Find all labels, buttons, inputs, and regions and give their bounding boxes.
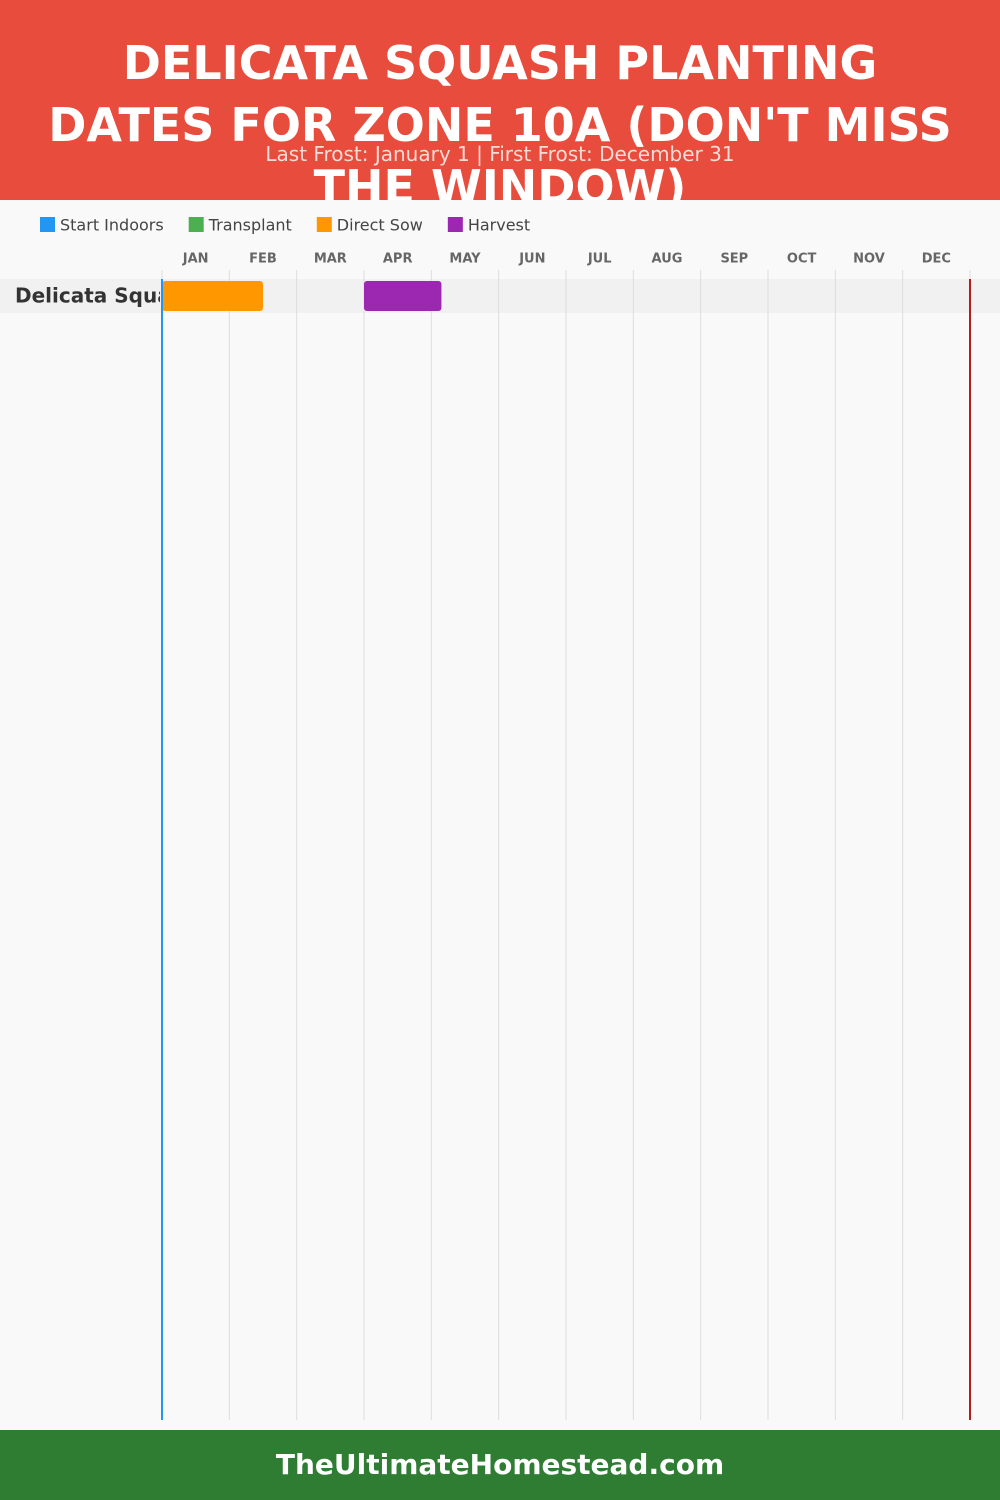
- legend-label: Direct Sow: [337, 216, 423, 235]
- x-tick-label: DEC: [922, 252, 951, 267]
- chart: Start Indoors Transplant Direct Sow Harvest…: [0, 216, 1000, 1420]
- task-bar: [364, 281, 442, 311]
- x-tick-label: NOV: [853, 252, 885, 267]
- x-tick-label: JAN: [182, 252, 209, 267]
- legend-label: Transplant: [208, 216, 292, 235]
- legend-label: Harvest: [468, 216, 530, 235]
- legend-swatch: [188, 217, 204, 232]
- x-tick-label: JUN: [518, 252, 545, 267]
- chart-subtitle: Last Frost: January 1 | First Frost: Dec…: [265, 142, 735, 166]
- footer: TheUltimateHomestead.com: [0, 1430, 1000, 1500]
- x-tick-label: AUG: [652, 252, 683, 267]
- x-tick-label: MAY: [449, 252, 481, 267]
- x-tick-label: JUL: [587, 252, 612, 267]
- x-tick-label: SEP: [720, 252, 748, 267]
- header: DELICATA SQUASH PLANTING DATES FOR ZONE …: [0, 0, 1000, 200]
- legend-label: Start Indoors: [60, 216, 164, 235]
- row-label: Delicata Squash: [15, 284, 197, 308]
- x-tick-label: MAR: [314, 252, 347, 267]
- x-tick-label: OCT: [787, 252, 817, 267]
- legend-swatch: [316, 217, 332, 232]
- x-tick-label: APR: [383, 252, 413, 267]
- legend-swatch: [447, 217, 463, 232]
- task-bar: [162, 281, 263, 311]
- legend-swatch: [40, 217, 55, 232]
- x-tick-label: FEB: [249, 252, 277, 267]
- chart-title: DELICATA SQUASH PLANTING DATES FOR ZONE …: [48, 36, 952, 200]
